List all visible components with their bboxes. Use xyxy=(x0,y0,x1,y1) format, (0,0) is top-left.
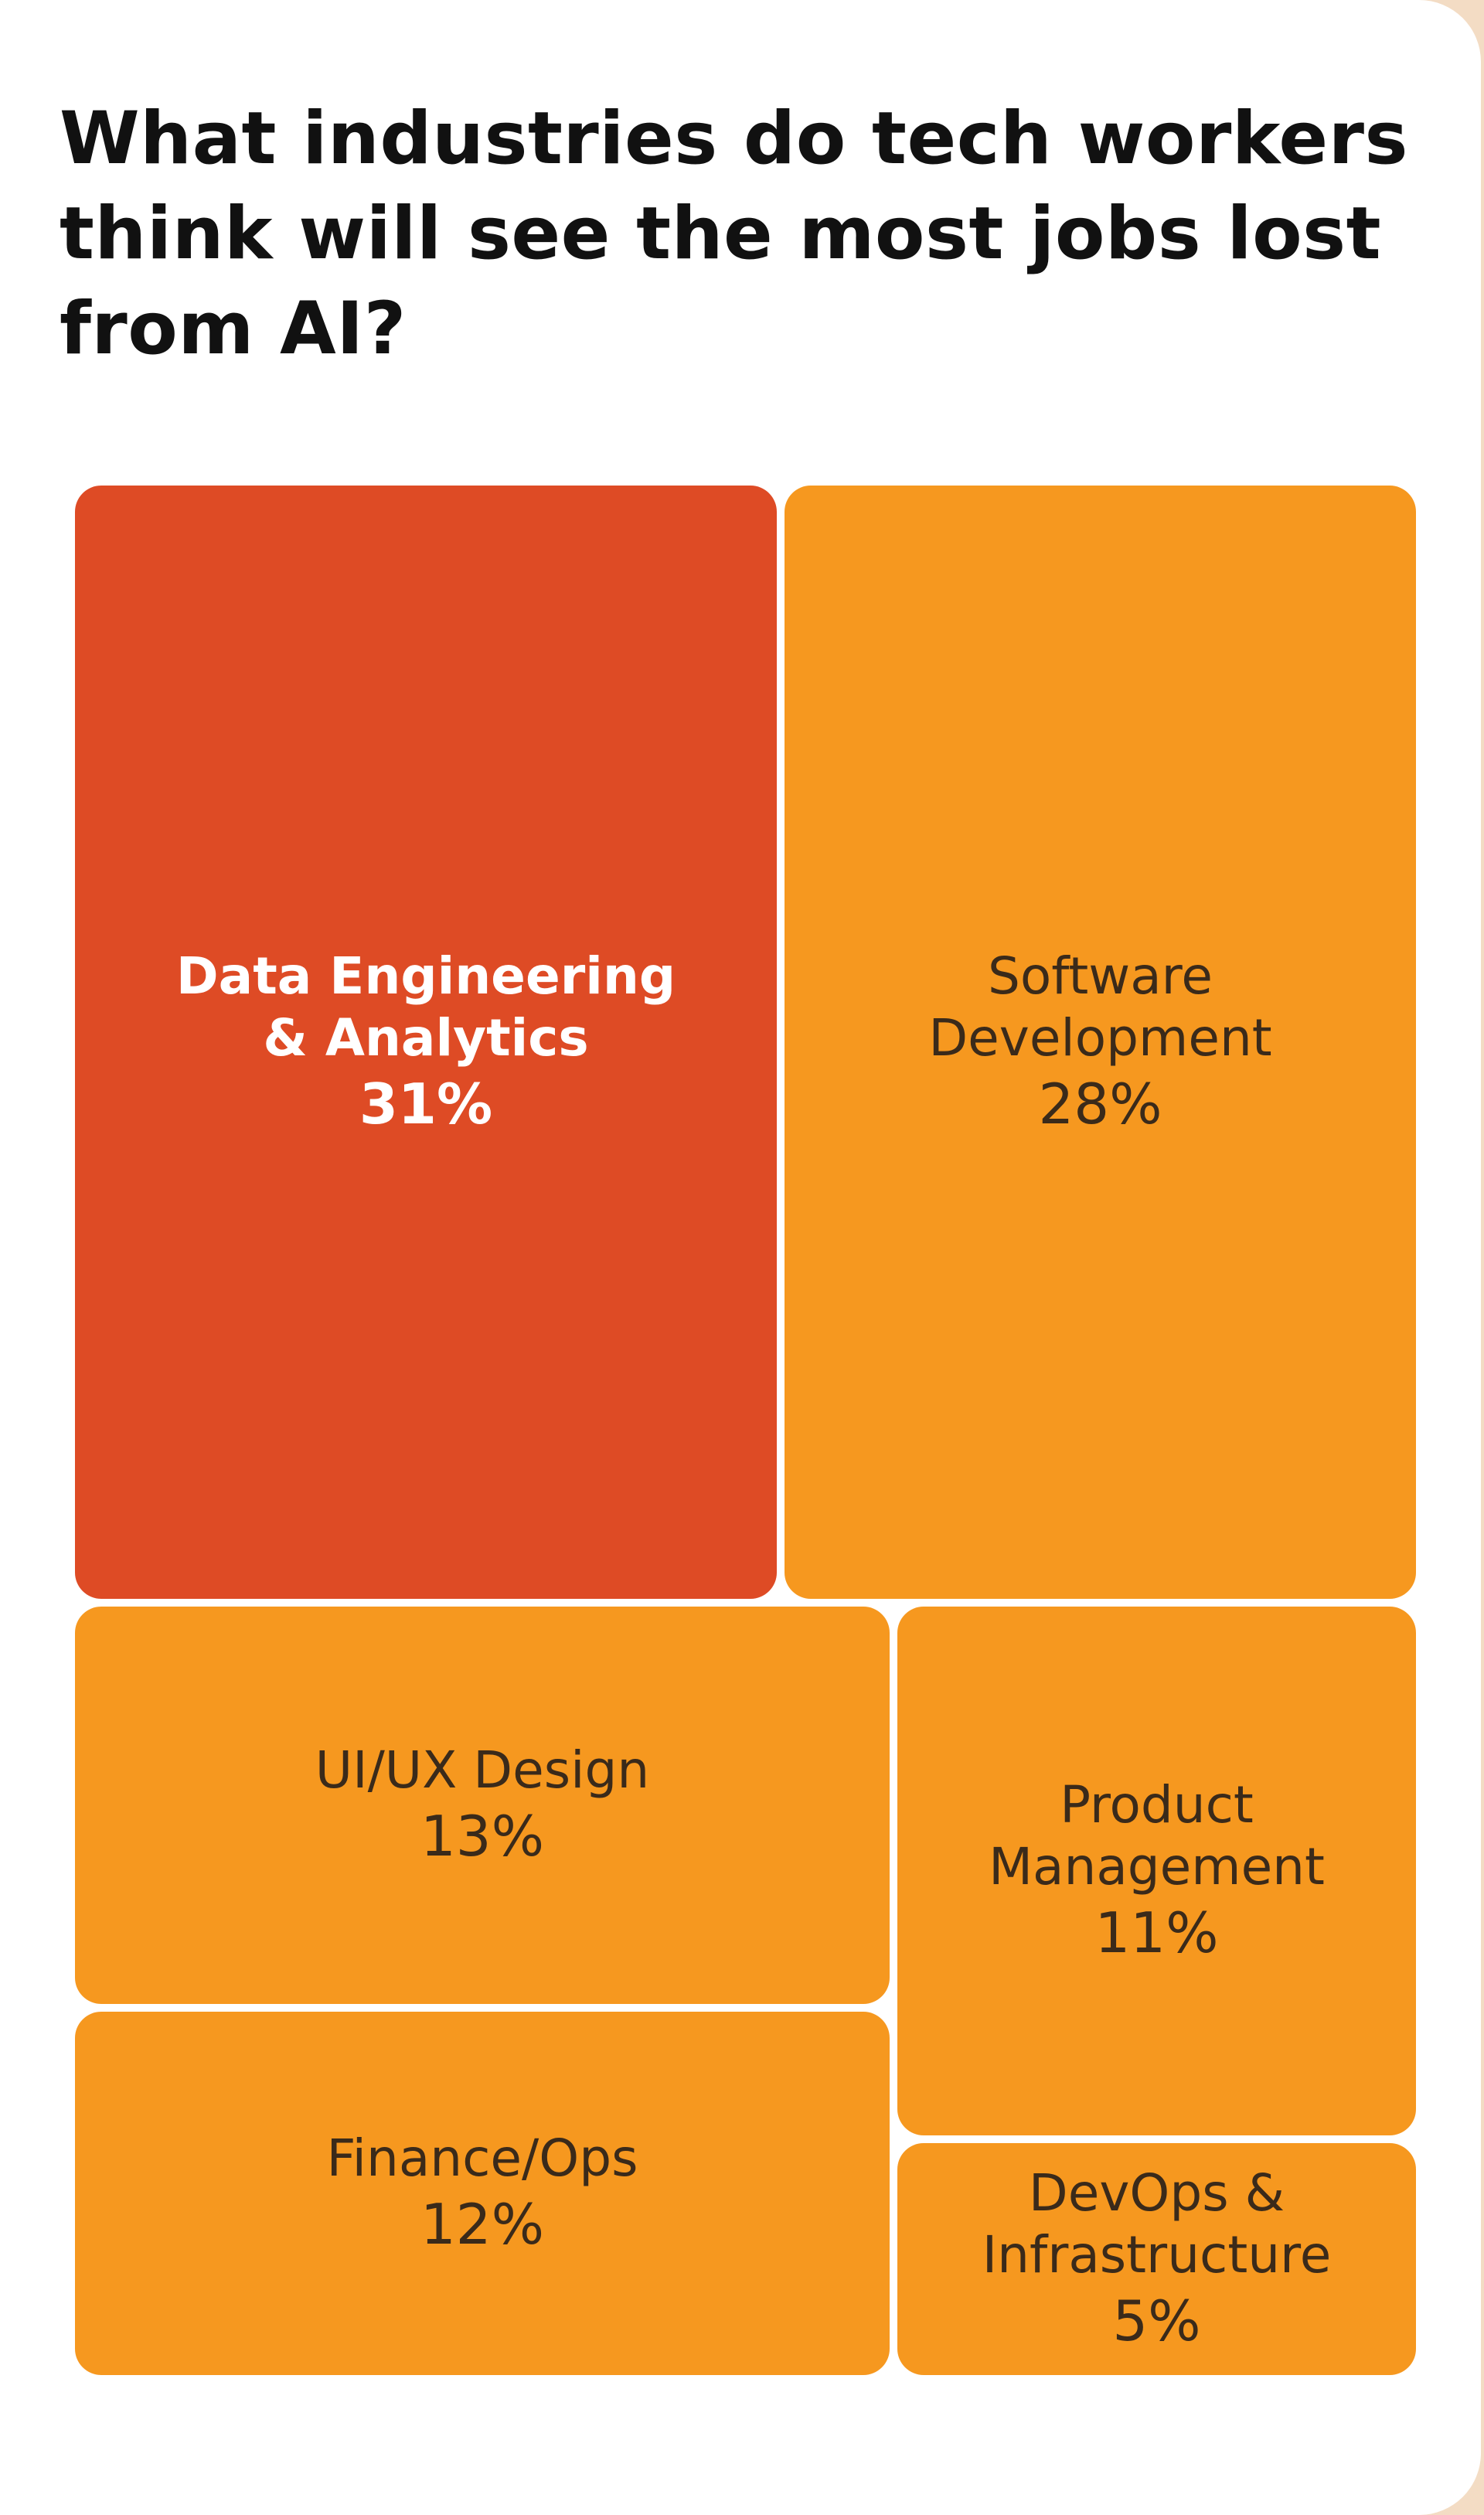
tile-category-label: Development xyxy=(928,1008,1272,1068)
tile-category-label: Data Engineering xyxy=(175,946,676,1006)
tile-category-label: & Analytics xyxy=(263,1008,589,1068)
tile-category-label: Software xyxy=(988,946,1213,1006)
tile-label: Product Management 11% xyxy=(989,1774,1325,1968)
tile-label: Data Engineering & Analytics 31% xyxy=(176,946,676,1139)
tile-category-label: UI/UX Design xyxy=(315,1740,650,1800)
tile-category-label: DevOps & xyxy=(1028,2163,1285,2223)
tile-category-label: Finance/Ops xyxy=(326,2128,638,2188)
tile-percent-label: 31% xyxy=(359,1072,493,1137)
tile-data-engineering: Data Engineering & Analytics 31% xyxy=(75,486,777,1599)
tile-finance-ops: Finance/Ops 12% xyxy=(75,2012,890,2375)
tile-percent-label: 11% xyxy=(1094,1900,1219,1965)
tile-label: UI/UX Design 13% xyxy=(315,1740,649,1871)
tile-percent-label: 13% xyxy=(420,1804,544,1869)
tile-percent-label: 28% xyxy=(1038,1072,1162,1137)
tile-percent-label: 5% xyxy=(1112,2288,1201,2353)
tile-percent-label: 12% xyxy=(420,2192,545,2257)
tile-label: Finance/Ops 12% xyxy=(327,2128,638,2259)
tile-product-management: Product Management 11% xyxy=(897,1607,1416,2135)
tile-label: DevOps & Infrastructure 5% xyxy=(982,2162,1332,2356)
tile-software-development: Software Development 28% xyxy=(785,486,1416,1599)
tile-devops-infrastructure: DevOps & Infrastructure 5% xyxy=(897,2143,1416,2375)
tile-label: Software Development 28% xyxy=(928,946,1271,1139)
chart-title: What industries do tech workers think wi… xyxy=(60,97,1408,371)
tile-category-label: Product xyxy=(1060,1775,1254,1835)
tile-ui-ux-design: UI/UX Design 13% xyxy=(75,1607,890,2004)
tile-category-label: Infrastructure xyxy=(982,2225,1332,2285)
tile-category-label: Management xyxy=(989,1837,1325,1896)
